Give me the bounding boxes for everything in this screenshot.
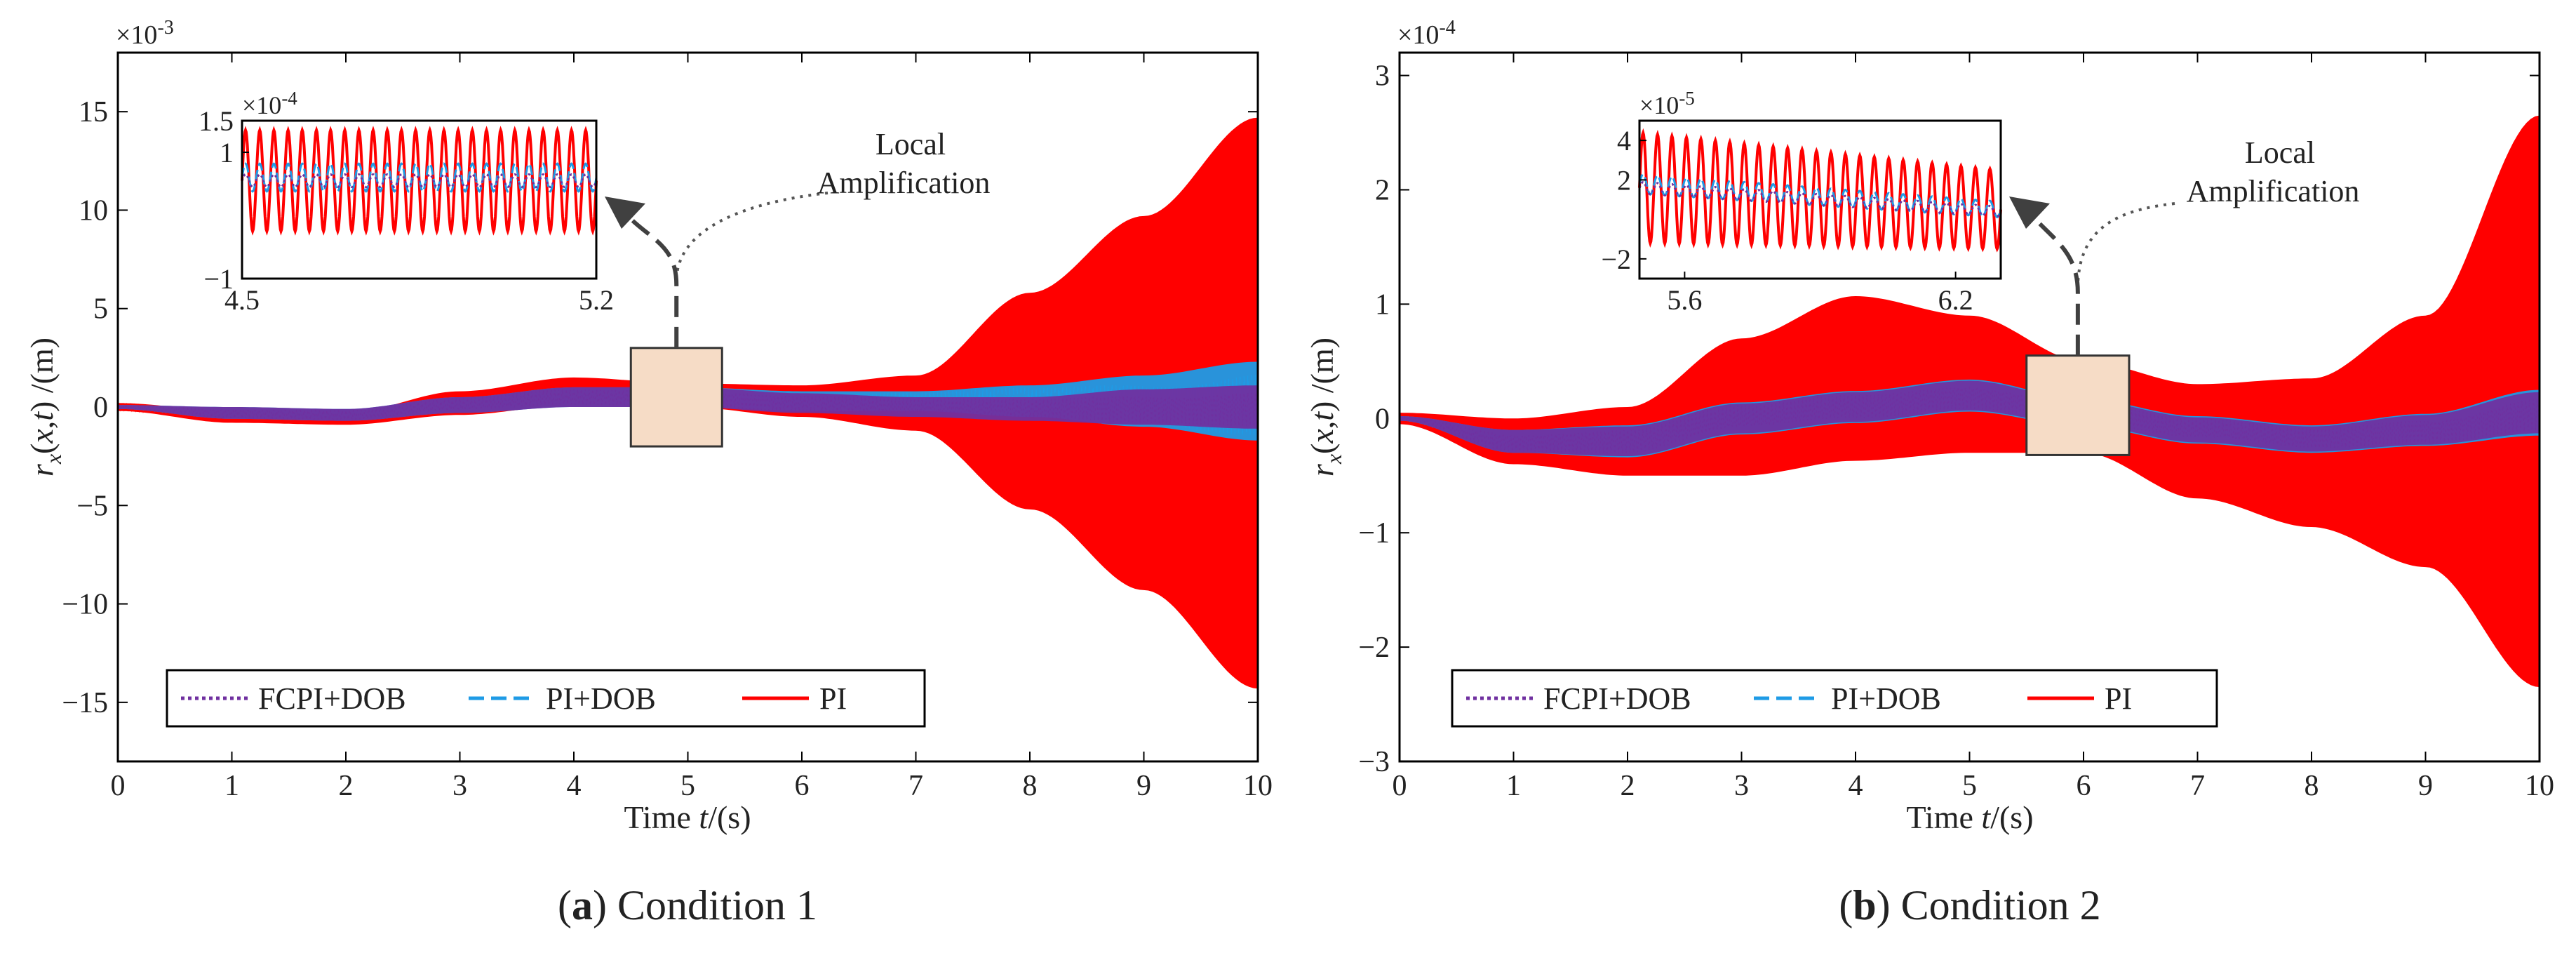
annotation-line-2: Amplification bbox=[817, 166, 991, 200]
x-tick-label: 10 bbox=[2525, 770, 2554, 802]
x-tick-label: 2 bbox=[1621, 770, 1635, 802]
legend: FCPI+DOB PI+DOB PI bbox=[166, 669, 926, 728]
annotation-curve bbox=[2076, 202, 2175, 289]
inset-series-pi-dob bbox=[241, 162, 598, 193]
x-tick-label: 6 bbox=[795, 770, 810, 802]
y-tick-labels: −3 −2 −1 0 1 2 3 bbox=[1358, 60, 1390, 778]
y-tick-label: −5 bbox=[76, 490, 108, 522]
inset-x-tick-label: 5.2 bbox=[579, 284, 614, 316]
x-tick-label: 1 bbox=[224, 770, 239, 802]
legend-label-pi: PI bbox=[2105, 681, 2132, 716]
inset-x-tick-label: 6.2 bbox=[1938, 284, 1973, 316]
x-tick-label: 7 bbox=[908, 770, 923, 802]
zoom-region-box bbox=[629, 347, 723, 448]
y-axis-label: rx(x,t) /(m) bbox=[24, 338, 66, 476]
annotation-line-2: Amplification bbox=[2187, 174, 2360, 208]
x-tick-label: 8 bbox=[2305, 770, 2319, 802]
x-tick-labels: 0 1 2 3 4 5 6 7 8 9 10 bbox=[1393, 770, 2555, 802]
x-tick-label: 4 bbox=[1849, 770, 1863, 802]
series-band-fcpi-dob bbox=[1400, 380, 2540, 456]
panel-caption: (a) Condition 1 bbox=[558, 882, 817, 928]
x-tick-label: 3 bbox=[452, 770, 467, 802]
arrowhead bbox=[605, 196, 645, 229]
x-tick-label: 0 bbox=[1393, 770, 1407, 802]
inset-frame bbox=[241, 119, 598, 280]
y-tick-label: 3 bbox=[1375, 60, 1390, 93]
legend-label-pi-dob: PI+DOB bbox=[546, 681, 656, 716]
y-tick-label: 0 bbox=[93, 392, 108, 424]
inset-y-tick-label: 1 bbox=[220, 137, 234, 168]
series-line-fcpi-dob bbox=[1399, 386, 2540, 454]
panel-caption: (b) Condition 2 bbox=[1839, 882, 2100, 928]
inset-x-tick-label: 4.5 bbox=[224, 284, 260, 316]
x-axis-label: Time t/(s) bbox=[1906, 799, 2033, 835]
axis-scale-factor: ×10-3 bbox=[116, 17, 174, 50]
panel-b-chart: Local Amplification 0 1 2 3 4 5 6 7 8 9 10 −3−2−10… bbox=[1304, 17, 2554, 928]
annotation-curve bbox=[675, 192, 829, 281]
plot-frame bbox=[1398, 51, 2541, 763]
y-tick-label: −2 bbox=[1358, 632, 1390, 664]
inset-series-pi bbox=[1638, 128, 2002, 253]
annotation-arrow bbox=[2027, 211, 2080, 356]
inset-chart: 5.6 6.2 −2 2 4 ×10-5 bbox=[1601, 88, 2002, 316]
x-axis-label: Time t/(s) bbox=[624, 799, 751, 835]
x-tick-label: 7 bbox=[2190, 770, 2205, 802]
legend-label-pi: PI bbox=[819, 681, 847, 716]
inset-y-tick-label: −1 bbox=[203, 263, 234, 295]
series-layer bbox=[1399, 115, 2540, 688]
y-tick-label: 2 bbox=[1375, 174, 1390, 206]
inset-series-fcpi-dob bbox=[241, 173, 598, 189]
x-tick-label: 3 bbox=[1734, 770, 1749, 802]
arrowhead bbox=[2009, 196, 2050, 229]
x-tick-label: 2 bbox=[339, 770, 354, 802]
inset-frame bbox=[1638, 119, 2002, 280]
y-tick-label: 5 bbox=[93, 293, 108, 326]
annotation-line-1: Local bbox=[2245, 135, 2315, 170]
inset-y-tick-label: 1.5 bbox=[199, 105, 234, 137]
y-tick-label: 15 bbox=[79, 96, 108, 128]
y-tick-label: −10 bbox=[62, 589, 108, 621]
y-tick-label: −3 bbox=[1358, 746, 1390, 778]
legend: FCPI+DOB PI+DOB PI bbox=[1451, 669, 2218, 728]
x-tick-label: 5 bbox=[1962, 770, 1977, 802]
legend-label-pi-dob: PI+DOB bbox=[1831, 681, 1941, 716]
series-line-fcpi-dob bbox=[117, 389, 1259, 426]
panel-a-chart: Local Amplification 0 1 2 3 4 5 6 7 8 9 10 −15−10−… bbox=[24, 17, 1273, 928]
plot-frame bbox=[116, 51, 1259, 763]
zoom-region-box bbox=[2025, 354, 2131, 456]
inset-scale-factor: ×10-5 bbox=[1639, 88, 1695, 119]
x-tick-label: 9 bbox=[1136, 770, 1151, 802]
y-tick-label: 10 bbox=[79, 194, 108, 227]
x-tick-labels: 0 1 2 3 4 5 6 7 8 9 10 bbox=[111, 770, 1273, 802]
inset-y-tick-label: 4 bbox=[1617, 125, 1631, 156]
inset-x-tick-label: 5.6 bbox=[1667, 284, 1702, 316]
inset-series-fcpi-dob bbox=[1638, 180, 2002, 218]
axis-scale-factor: ×10-4 bbox=[1397, 17, 1456, 50]
x-tick-label: 10 bbox=[1243, 770, 1273, 802]
annotation-line-1: Local bbox=[876, 127, 946, 161]
series-line-pi bbox=[1399, 209, 2540, 646]
inset-y-tick-label: −2 bbox=[1601, 244, 1631, 275]
legend-label-fcpi-dob: FCPI+DOB bbox=[1543, 681, 1691, 716]
inset-y-tick-label: 2 bbox=[1617, 164, 1631, 196]
y-tick-label: 1 bbox=[1375, 288, 1390, 321]
inset-chart: 4.5 5.2 −1 11.5 ×10-4 bbox=[199, 88, 614, 316]
x-tick-label: 6 bbox=[2077, 770, 2091, 802]
x-tick-label: 4 bbox=[567, 770, 582, 802]
y-tick-label: 0 bbox=[1375, 403, 1390, 435]
annotation-arrow bbox=[622, 211, 679, 348]
x-tick-label: 8 bbox=[1023, 770, 1038, 802]
y-tick-label: −1 bbox=[1358, 517, 1390, 549]
x-tick-label: 0 bbox=[111, 770, 126, 802]
x-tick-label: 1 bbox=[1506, 770, 1521, 802]
inset-scale-factor: ×10-4 bbox=[242, 88, 297, 119]
y-axis-label: rx(x,t) /(m) bbox=[1304, 338, 1346, 476]
x-tick-label: 9 bbox=[2418, 770, 2433, 802]
y-tick-labels: −15 −10 −5 0 5 10 15 bbox=[62, 96, 108, 719]
legend-label-fcpi-dob: FCPI+DOB bbox=[258, 681, 406, 716]
y-tick-label: −15 bbox=[62, 687, 108, 719]
x-tick-label: 5 bbox=[680, 770, 695, 802]
